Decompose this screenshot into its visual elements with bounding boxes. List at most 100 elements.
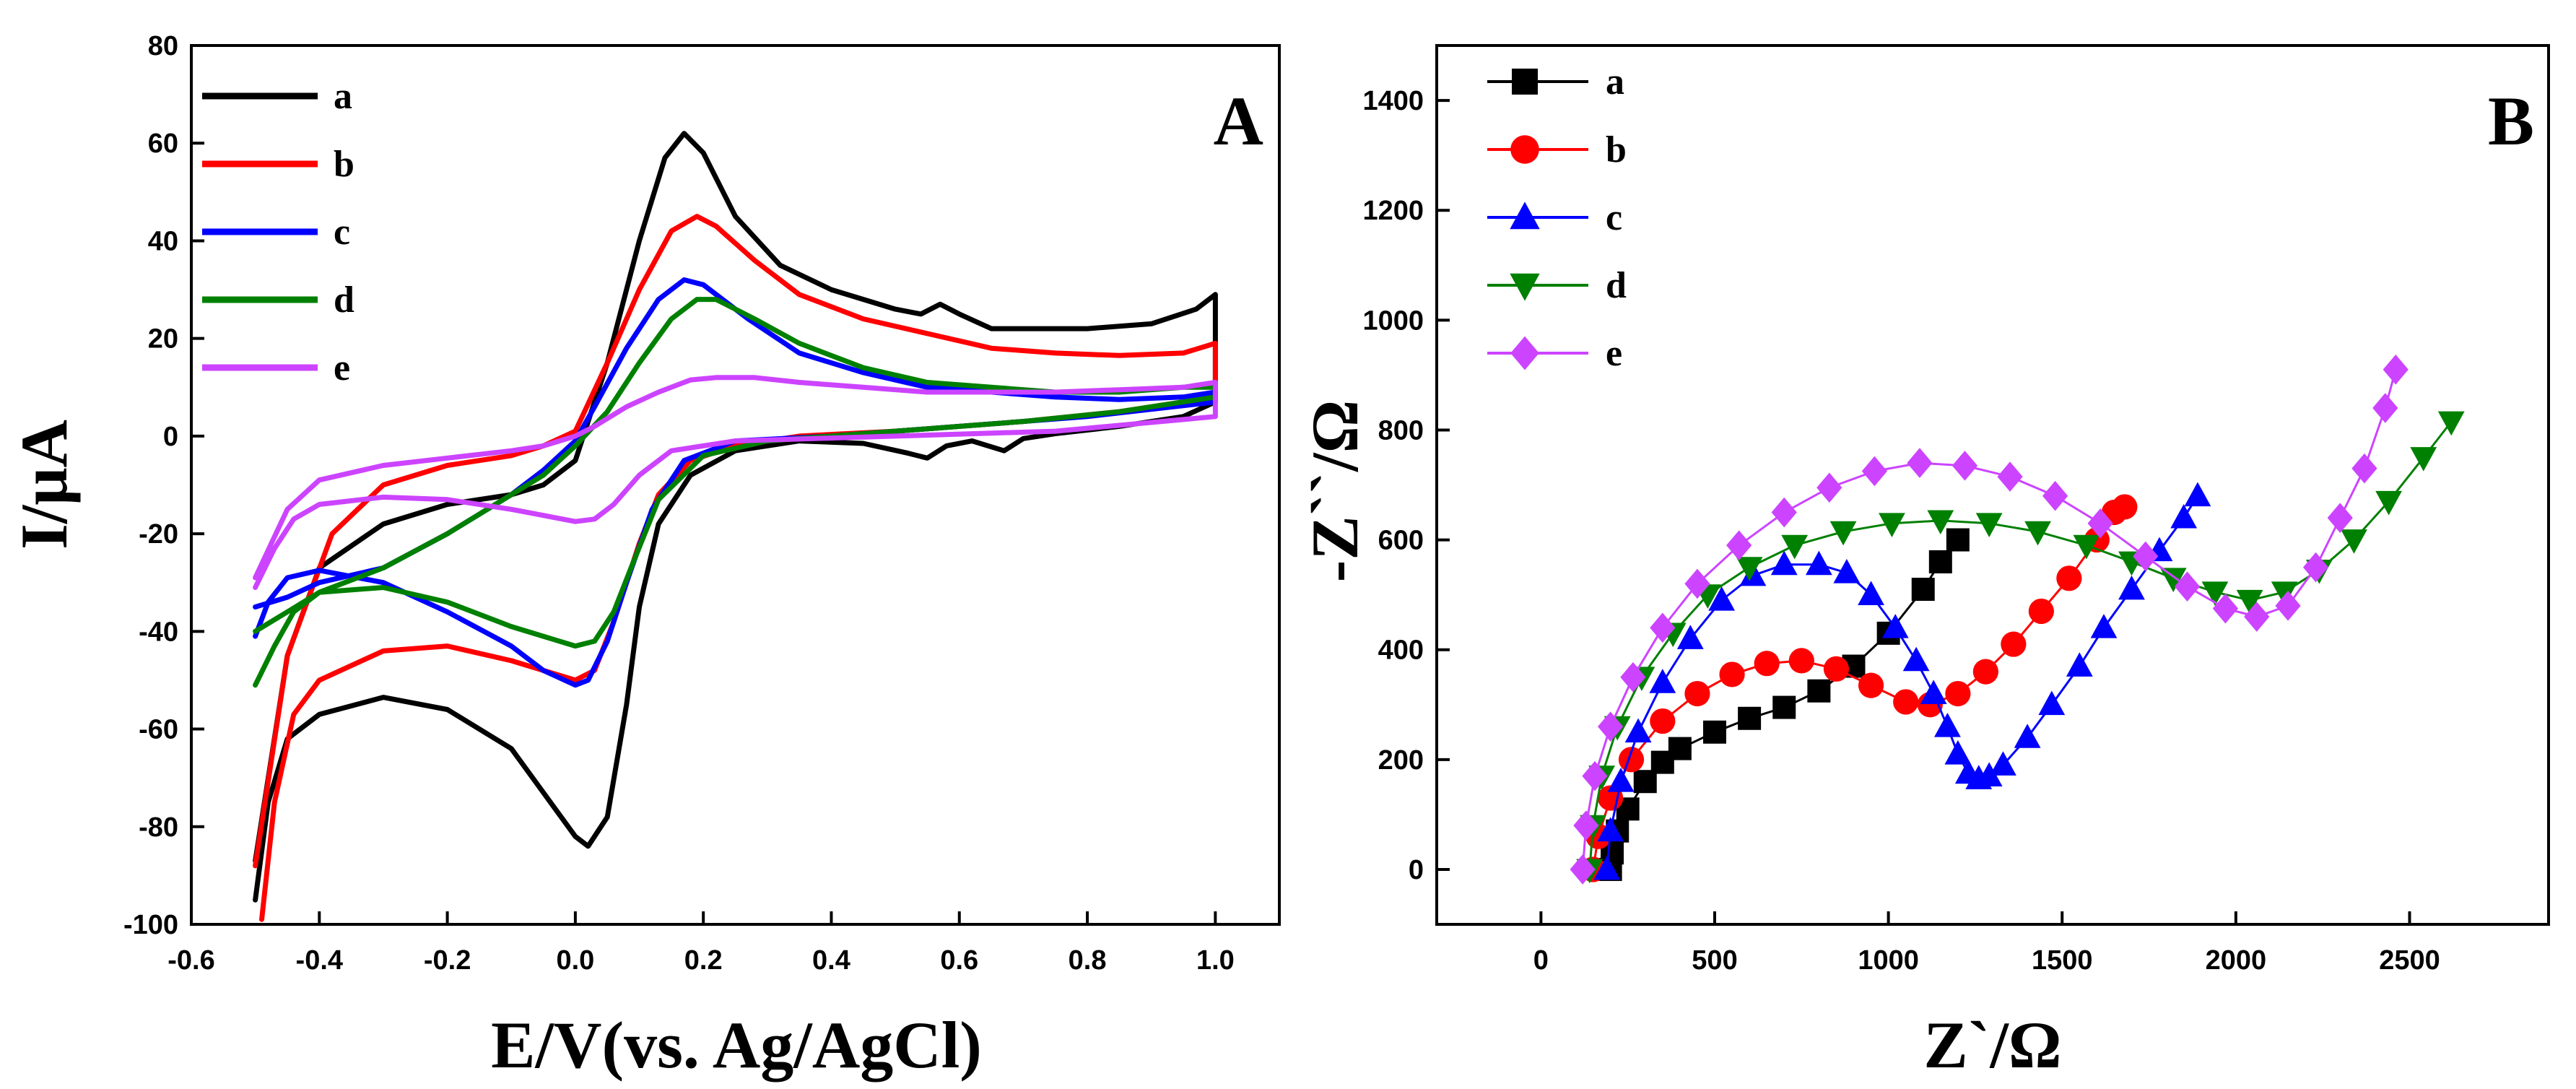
panel-label: B xyxy=(2488,82,2534,160)
series-b xyxy=(1580,494,2138,882)
data-point-e xyxy=(1997,461,2023,492)
legend-marker-e xyxy=(1510,336,1539,370)
x-tick-label: 0.8 xyxy=(1069,945,1107,976)
data-point-d xyxy=(2201,581,2229,607)
legend-label-e: e xyxy=(1606,333,1622,374)
y-tick-label: 800 xyxy=(1378,415,1424,446)
y-tick-label: -60 xyxy=(139,715,178,745)
series-line-d xyxy=(253,297,1218,688)
data-point-a xyxy=(1703,720,1726,744)
data-point-a xyxy=(1911,578,1935,602)
chart-panel-a: -0.6 -0.4 -0.2 0.0 0.2 0.4 0.6 0.8 1.0 -100 -80 -60… xyxy=(7,31,1281,1082)
data-point-c xyxy=(2014,724,2041,748)
panel-label: A xyxy=(1214,82,1263,160)
data-point-d xyxy=(1736,557,1763,581)
data-point-c xyxy=(1708,586,1736,611)
data-point-a xyxy=(1738,706,1762,730)
chart-panel-b: 0 500 1000 1500 2000 2500 0 200 400 600 800 1000 120… xyxy=(1298,44,2550,1082)
data-point-c xyxy=(1881,614,1909,638)
data-point-e xyxy=(1951,451,1978,481)
data-point-c xyxy=(1624,718,1652,743)
y-tick-label: 600 xyxy=(1378,526,1424,556)
data-point-e xyxy=(2275,591,2301,621)
data-point-e xyxy=(1570,854,1596,885)
y-tick-label: 200 xyxy=(1378,745,1424,776)
y-tick-label: 80 xyxy=(148,31,178,61)
y-tick-label: -20 xyxy=(139,519,178,550)
data-point-a xyxy=(1668,737,1692,760)
data-point-c xyxy=(1649,669,1676,693)
legend-label-a: a xyxy=(1606,61,1624,103)
data-point-b xyxy=(1972,659,1998,685)
data-point-d xyxy=(1975,513,2003,537)
data-point-c xyxy=(2038,690,2066,716)
series-line-c xyxy=(253,277,1218,688)
x-tick-label: -0.2 xyxy=(424,945,471,976)
data-point-c xyxy=(1805,550,1832,576)
data-point-e xyxy=(1726,530,1752,560)
data-point-c xyxy=(2184,482,2211,507)
data-point-e xyxy=(2042,480,2068,511)
legend-label-d: d xyxy=(334,279,354,321)
x-tick-label: 2500 xyxy=(2379,945,2440,976)
data-point-b xyxy=(1650,708,1676,734)
x-tick-label: 0.0 xyxy=(556,945,594,976)
series-c xyxy=(1593,482,2211,880)
x-tick-label: -0.6 xyxy=(167,945,214,976)
data-point-c xyxy=(2118,575,2145,600)
data-point-d xyxy=(1781,534,1809,560)
data-point-b xyxy=(1945,680,1971,707)
data-point-e xyxy=(1771,497,1797,528)
y-tick-label: 20 xyxy=(148,324,178,355)
data-point-b xyxy=(2001,631,2027,657)
data-point-b xyxy=(2028,598,2054,625)
data-point-e xyxy=(1598,711,1624,742)
data-point-b xyxy=(2056,565,2082,591)
data-point-e xyxy=(2212,593,2239,624)
legend-label-d: d xyxy=(1606,265,1627,306)
data-point-b xyxy=(1893,689,1919,715)
data-point-e xyxy=(1816,472,1842,503)
data-point-a xyxy=(1946,528,1970,552)
data-point-c xyxy=(1934,712,1961,737)
y-tick-label: 40 xyxy=(148,226,178,256)
data-point-d xyxy=(1927,510,1954,535)
data-point-e xyxy=(1907,448,1933,478)
data-point-d xyxy=(1879,513,1905,537)
plot-frame xyxy=(1435,44,2550,926)
data-point-c xyxy=(1975,762,2003,787)
y-tick-label: 0 xyxy=(163,422,178,452)
y-axis-title: -Z``/Ω xyxy=(1298,400,1372,583)
data-point-a xyxy=(1807,679,1831,703)
data-point-b xyxy=(1754,651,1780,677)
x-tick-label: 2000 xyxy=(2206,945,2267,976)
data-point-e xyxy=(1684,568,1710,599)
y-tick-label: 1000 xyxy=(1362,305,1424,336)
data-point-e xyxy=(2327,503,2353,533)
data-point-d xyxy=(2341,529,2367,554)
data-point-a xyxy=(1928,550,1952,573)
legend-label-a: a xyxy=(334,76,352,117)
x-tick-label: 1.0 xyxy=(1196,945,1235,976)
data-point-e xyxy=(2087,508,2113,539)
y-axis-title: I/μA xyxy=(7,420,81,550)
y-tick-label: -100 xyxy=(123,910,178,940)
data-point-b xyxy=(1684,680,1710,707)
legend-marker-b xyxy=(1510,135,1539,164)
data-point-e xyxy=(1582,760,1608,791)
data-point-b xyxy=(1719,661,1745,687)
y-tick-label: 60 xyxy=(148,129,178,159)
legend-marker-a xyxy=(1512,69,1538,95)
series-e xyxy=(1570,354,2409,885)
y-tick-label: 1400 xyxy=(1362,86,1424,116)
data-point-e xyxy=(2383,354,2409,385)
data-point-e xyxy=(2372,393,2398,423)
data-point-d xyxy=(2024,521,2051,546)
series-a xyxy=(1598,528,1970,881)
data-point-d xyxy=(2271,581,2298,607)
data-point-e xyxy=(2244,602,2270,632)
data-point-b xyxy=(1788,648,1814,674)
